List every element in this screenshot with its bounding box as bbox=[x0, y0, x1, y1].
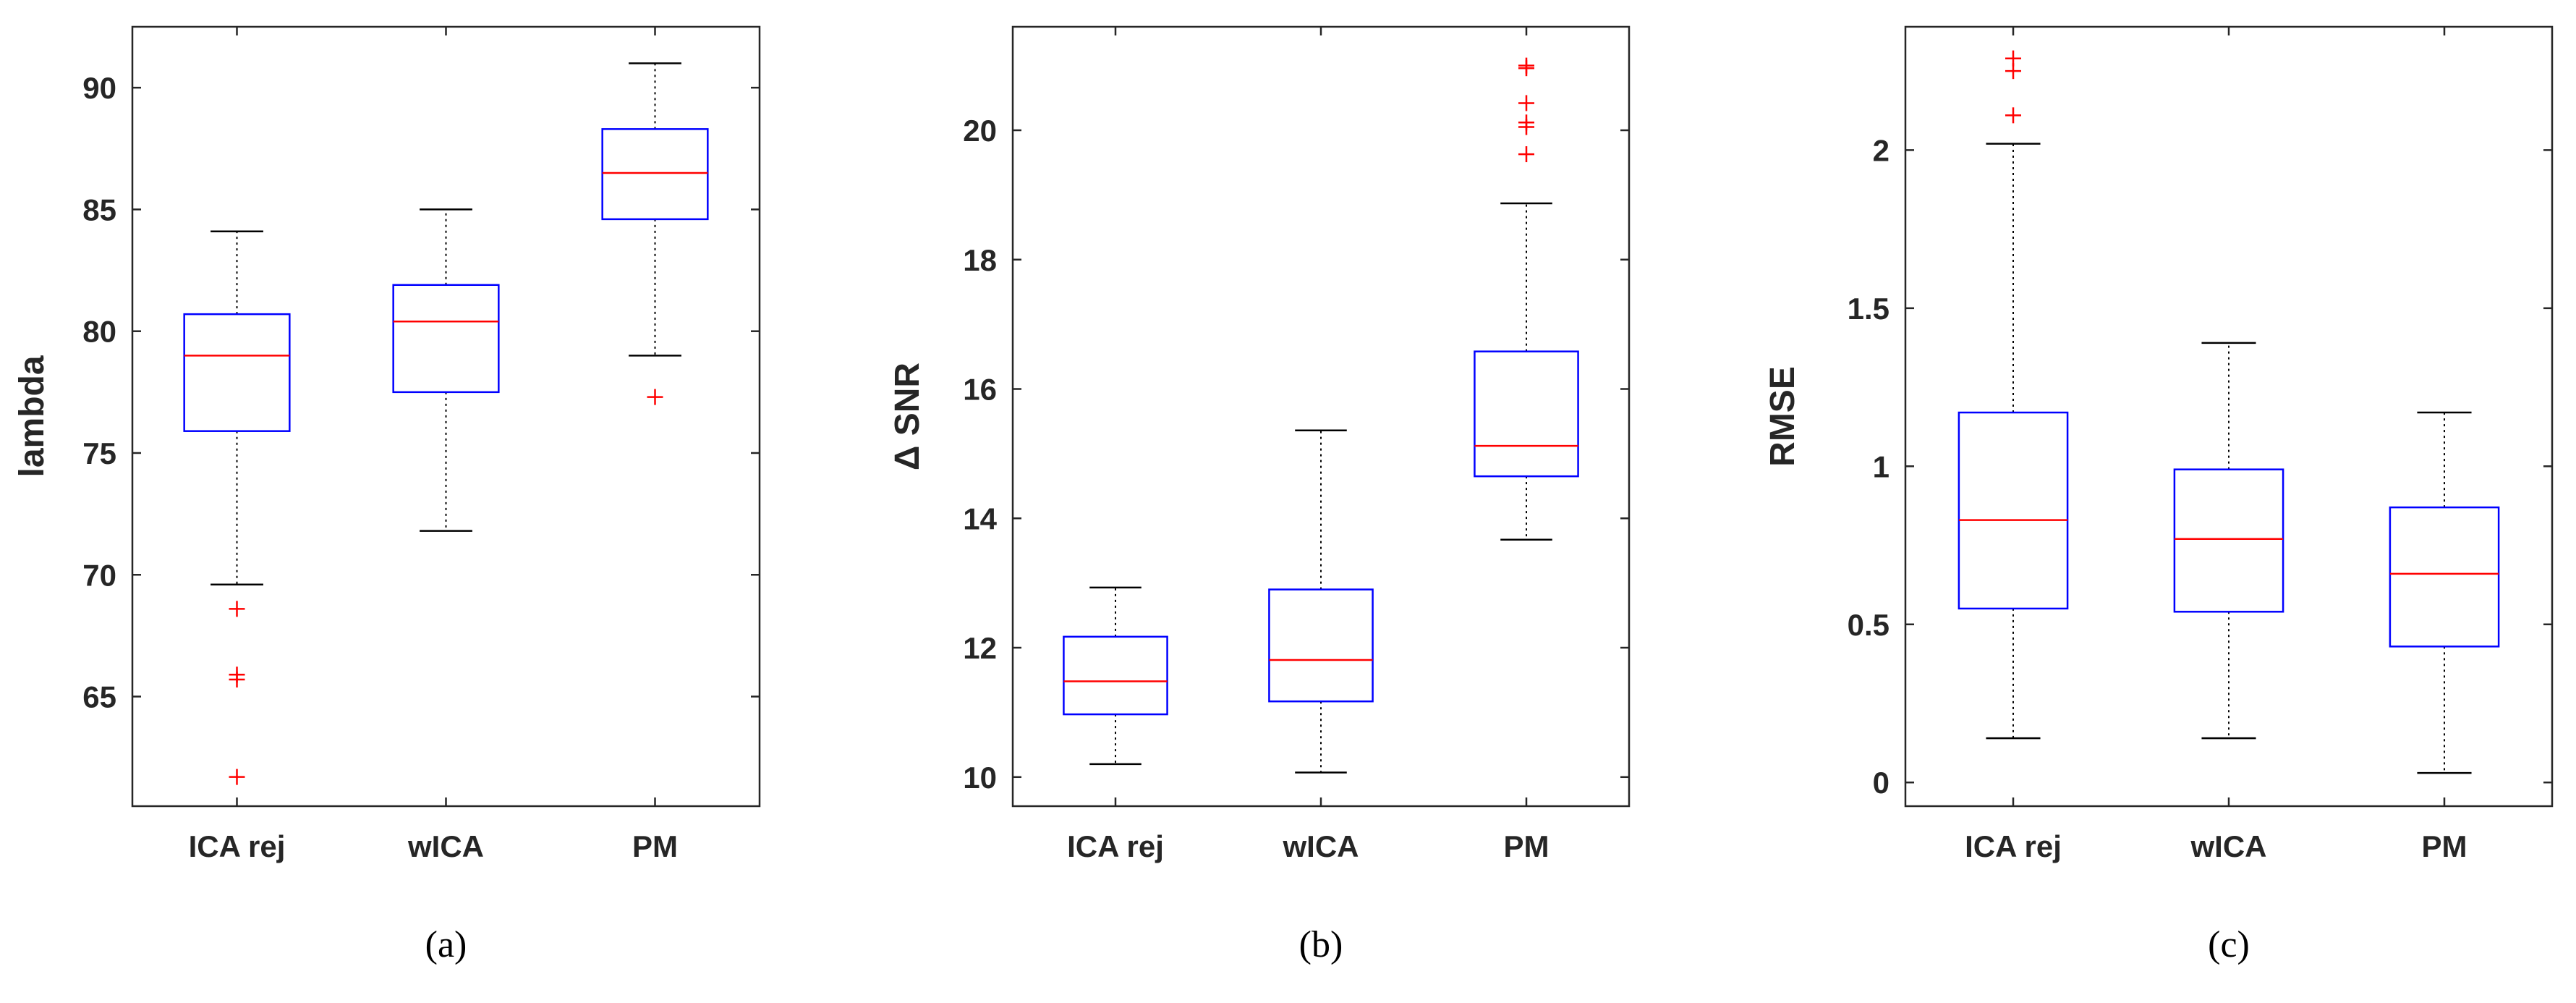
y-tick-label: 1.5 bbox=[1848, 292, 1890, 326]
outlier-marker bbox=[1518, 60, 1534, 77]
x-tick-label: PM bbox=[1504, 829, 1550, 863]
box-wica bbox=[392, 208, 500, 532]
y-tick-label: 85 bbox=[82, 192, 116, 227]
x-tick-label: wICA bbox=[407, 829, 484, 863]
outlier-marker bbox=[229, 671, 245, 687]
y-tick-label: 90 bbox=[82, 71, 116, 105]
outlier-marker bbox=[1518, 146, 1534, 163]
box-iqr bbox=[1268, 588, 1374, 703]
x-tick-label: wICA bbox=[2190, 829, 2267, 863]
box-iqr bbox=[2173, 468, 2284, 613]
box-iqr bbox=[2389, 506, 2500, 648]
outlier-marker bbox=[647, 389, 663, 405]
panel-b: 10 12 14 16 18 20 ICA rej wICA PM Δ SNR (b) bbox=[888, 25, 1631, 965]
box-iqr bbox=[183, 313, 291, 432]
y-axis-label: Δ SNR bbox=[888, 363, 927, 470]
box-pm bbox=[1474, 57, 1579, 541]
y-tick-label: 1 bbox=[1873, 449, 1890, 483]
x-tick-label: PM bbox=[632, 829, 678, 863]
y-tick-label: 12 bbox=[963, 631, 997, 665]
outlier-marker bbox=[2005, 63, 2021, 80]
panel-caption: (c) bbox=[2208, 924, 2250, 965]
box-iqr bbox=[1957, 411, 2069, 610]
y-axis-label: RMSE bbox=[1764, 366, 1802, 467]
y-tick-label: 18 bbox=[963, 243, 997, 277]
y-tick-label: 0 bbox=[1873, 766, 1890, 800]
y-tick-label: 20 bbox=[963, 114, 997, 148]
box-iqr bbox=[392, 284, 500, 394]
panel-c: 0 0.5 1 1.5 2 ICA rej wICA PM RMSE (c) bbox=[1764, 25, 2554, 965]
plot-area-frame bbox=[1011, 25, 1631, 808]
x-tick-label: ICA rej bbox=[1067, 829, 1164, 863]
y-tick-label: 2 bbox=[1873, 133, 1890, 167]
box-ica-rej bbox=[183, 230, 291, 785]
y-tick-label: 0.5 bbox=[1848, 608, 1890, 642]
box-pm bbox=[2389, 411, 2500, 774]
panel-a: 65 70 75 80 85 90 ICA rej wICA PM lambda (a) bbox=[13, 25, 761, 965]
outlier-marker bbox=[1518, 119, 1534, 135]
y-tick-label: 70 bbox=[82, 558, 116, 592]
outlier-marker bbox=[2005, 107, 2021, 124]
y-tick-label: 16 bbox=[963, 373, 997, 407]
x-tick-label: PM bbox=[2422, 829, 2467, 863]
y-tick-label: 75 bbox=[82, 436, 116, 470]
outlier-marker bbox=[229, 769, 245, 785]
y-tick-label: 10 bbox=[963, 761, 997, 795]
box-pm bbox=[601, 62, 709, 405]
panel-caption: (b) bbox=[1299, 924, 1343, 965]
box-wica bbox=[2173, 342, 2284, 740]
y-tick-label: 65 bbox=[82, 680, 116, 714]
box-iqr bbox=[1474, 350, 1579, 478]
box-iqr bbox=[1063, 635, 1168, 716]
x-tick-label: ICA rej bbox=[189, 829, 286, 863]
y-tick-label: 80 bbox=[82, 315, 116, 349]
y-tick-label: 14 bbox=[963, 502, 997, 536]
x-tick-label: wICA bbox=[1283, 829, 1359, 863]
box-wica bbox=[1268, 429, 1374, 774]
x-tick-label: ICA rej bbox=[1965, 829, 2062, 863]
box-ica-rej bbox=[1063, 586, 1168, 766]
outlier-marker bbox=[229, 601, 245, 617]
box-ica-rej bbox=[1957, 50, 2069, 740]
y-axis-label: lambda bbox=[13, 355, 51, 477]
box-iqr bbox=[601, 128, 709, 221]
panel-caption: (a) bbox=[425, 924, 467, 965]
outlier-marker bbox=[1518, 95, 1534, 111]
